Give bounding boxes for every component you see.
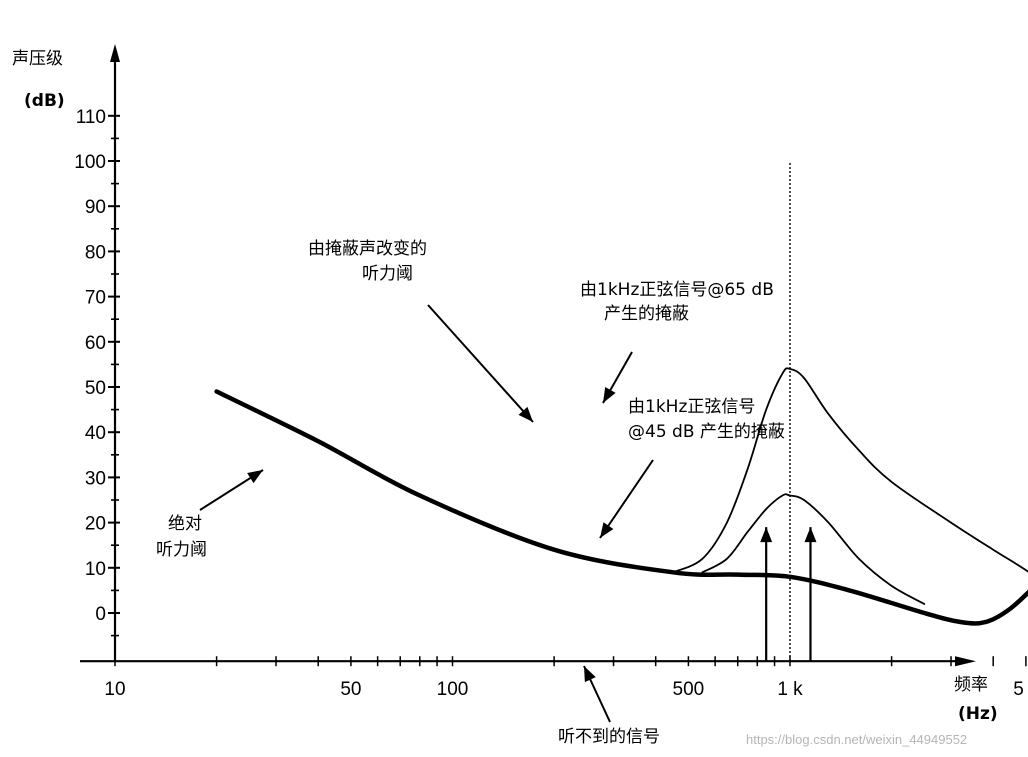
arrow-modified-threshold-shaft	[427, 304, 534, 423]
y-axis-label-line2: (dB)	[24, 91, 65, 111]
arrow-mask45-head	[600, 522, 614, 538]
x-tick-label: 50	[340, 679, 361, 700]
y-axis-label-line1: 声压级	[12, 49, 63, 69]
arrow-mask45-shaft	[599, 459, 654, 539]
x-axis-arrowhead	[955, 656, 976, 667]
x-tick-label: 10	[104, 679, 125, 700]
arrows	[199, 304, 817, 723]
y-tick-label: 30	[85, 468, 106, 489]
y-tick-label: 0	[95, 604, 106, 625]
annotation-mask65-line1: 由1kHz正弦信号@65 dB	[580, 280, 774, 300]
x-tick-label: 100	[437, 679, 469, 700]
arrow-inaudible-head	[584, 666, 596, 683]
annotation-modified-threshold-line1: 由掩蔽声改变的	[308, 239, 427, 259]
signal-arrow-1-head	[760, 527, 773, 543]
series-line-2	[672, 367, 1028, 574]
y-tick-label: 110	[76, 107, 106, 128]
watermark: https://blog.csdn.net/weixin_44949552	[746, 732, 967, 747]
annotation-absolute-threshold-line2: 听力阈	[156, 540, 207, 560]
series-line-3	[701, 493, 926, 605]
y-tick-label: 80	[85, 242, 106, 263]
annotation-absolute-threshold-line1: 绝对	[168, 514, 202, 534]
annotation-mask45-line2: @45 dB 产生的掩蔽	[628, 422, 785, 442]
y-tick-label: 70	[85, 288, 106, 309]
y-ticks: 0 10 20 30 40 50 60 70 80 90 100 110	[74, 107, 120, 637]
x-axis-label-line1: 频率	[954, 675, 988, 695]
arrow-absolute-threshold-head	[247, 470, 263, 484]
y-tick-label: 40	[85, 423, 106, 444]
x-axis-label-line2: (Hz)	[958, 704, 998, 724]
series-line-1	[214, 389, 1028, 626]
annotation-inaudible-signal: 听不到的信号	[558, 727, 660, 747]
y-tick-label: 90	[85, 197, 106, 218]
signal-arrow-2-head	[804, 527, 817, 543]
y-tick-label: 20	[85, 514, 106, 535]
y-tick-label: 50	[85, 378, 106, 399]
curves	[214, 163, 1028, 662]
x-tick-label: 5 k	[1013, 679, 1028, 700]
y-tick-label: 10	[85, 559, 106, 580]
axes	[80, 44, 976, 667]
annotation-modified-threshold-line2: 听力阈	[362, 264, 413, 284]
annotation-mask65-line2: 产生的掩蔽	[604, 304, 689, 324]
x-tick-label: 500	[673, 679, 705, 700]
arrow-modified-threshold-head	[518, 406, 533, 422]
arrow-mask65-head	[603, 386, 616, 403]
y-tick-label: 100	[74, 152, 106, 173]
y-axis-arrowhead	[110, 44, 120, 62]
annotation-mask45-line1: 由1kHz正弦信号	[628, 397, 755, 417]
y-tick-label: 60	[85, 333, 106, 354]
x-tick-label: 1 k	[777, 679, 803, 700]
